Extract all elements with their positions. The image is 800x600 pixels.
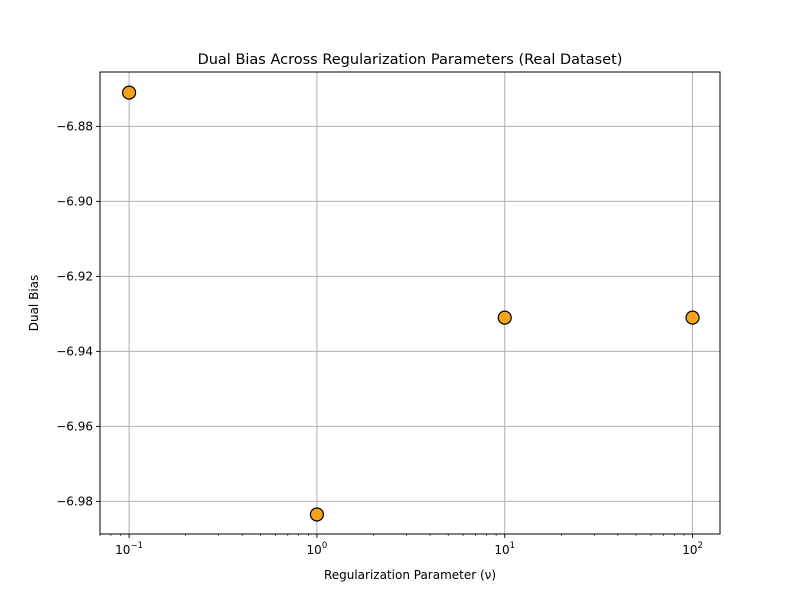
y-tick-label: −6.96: [56, 419, 93, 433]
data-points: [121, 85, 700, 522]
chart-title: Dual Bias Across Regularization Paramete…: [198, 52, 623, 68]
x-tick-label-base: 10: [682, 543, 697, 557]
x-tick-label: 10−1: [115, 541, 143, 557]
data-point: [309, 507, 325, 522]
x-tick-label-exponent: 0: [322, 541, 327, 551]
x-tick-label-base: 10: [494, 543, 509, 557]
x-tick-label: 101: [494, 541, 515, 557]
x-tick-label-base: 10: [115, 543, 130, 557]
plot-frame: [99, 71, 721, 535]
grid-lines: [100, 72, 720, 534]
x-tick-label-exponent: 2: [697, 541, 702, 551]
x-tick-labels: 10−1 100 101 102: [115, 541, 703, 557]
x-tick-label-base: 10: [307, 543, 322, 557]
y-tick-label: −6.98: [56, 494, 93, 508]
x-tick-label: 102: [682, 541, 703, 557]
axis-ticks: [96, 125, 694, 538]
x-tick-label: 100: [307, 541, 328, 557]
data-point: [121, 85, 137, 100]
x-tick-label-exponent: 1: [510, 541, 515, 551]
y-axis-label: Dual Bias: [27, 275, 41, 332]
x-axis-label: Regularization Parameter (ν): [324, 568, 496, 582]
y-tick-label: −6.94: [56, 344, 93, 358]
data-point: [497, 310, 512, 325]
y-tick-label: −6.88: [56, 119, 93, 133]
x-tick-label-exponent: −1: [130, 541, 143, 551]
y-tick-label: −6.90: [56, 194, 93, 208]
y-tick-label: −6.92: [56, 269, 93, 283]
y-tick-labels: −6.88 −6.90 −6.92 −6.94 −6.96 −6.98: [56, 119, 93, 508]
data-point: [685, 310, 700, 325]
